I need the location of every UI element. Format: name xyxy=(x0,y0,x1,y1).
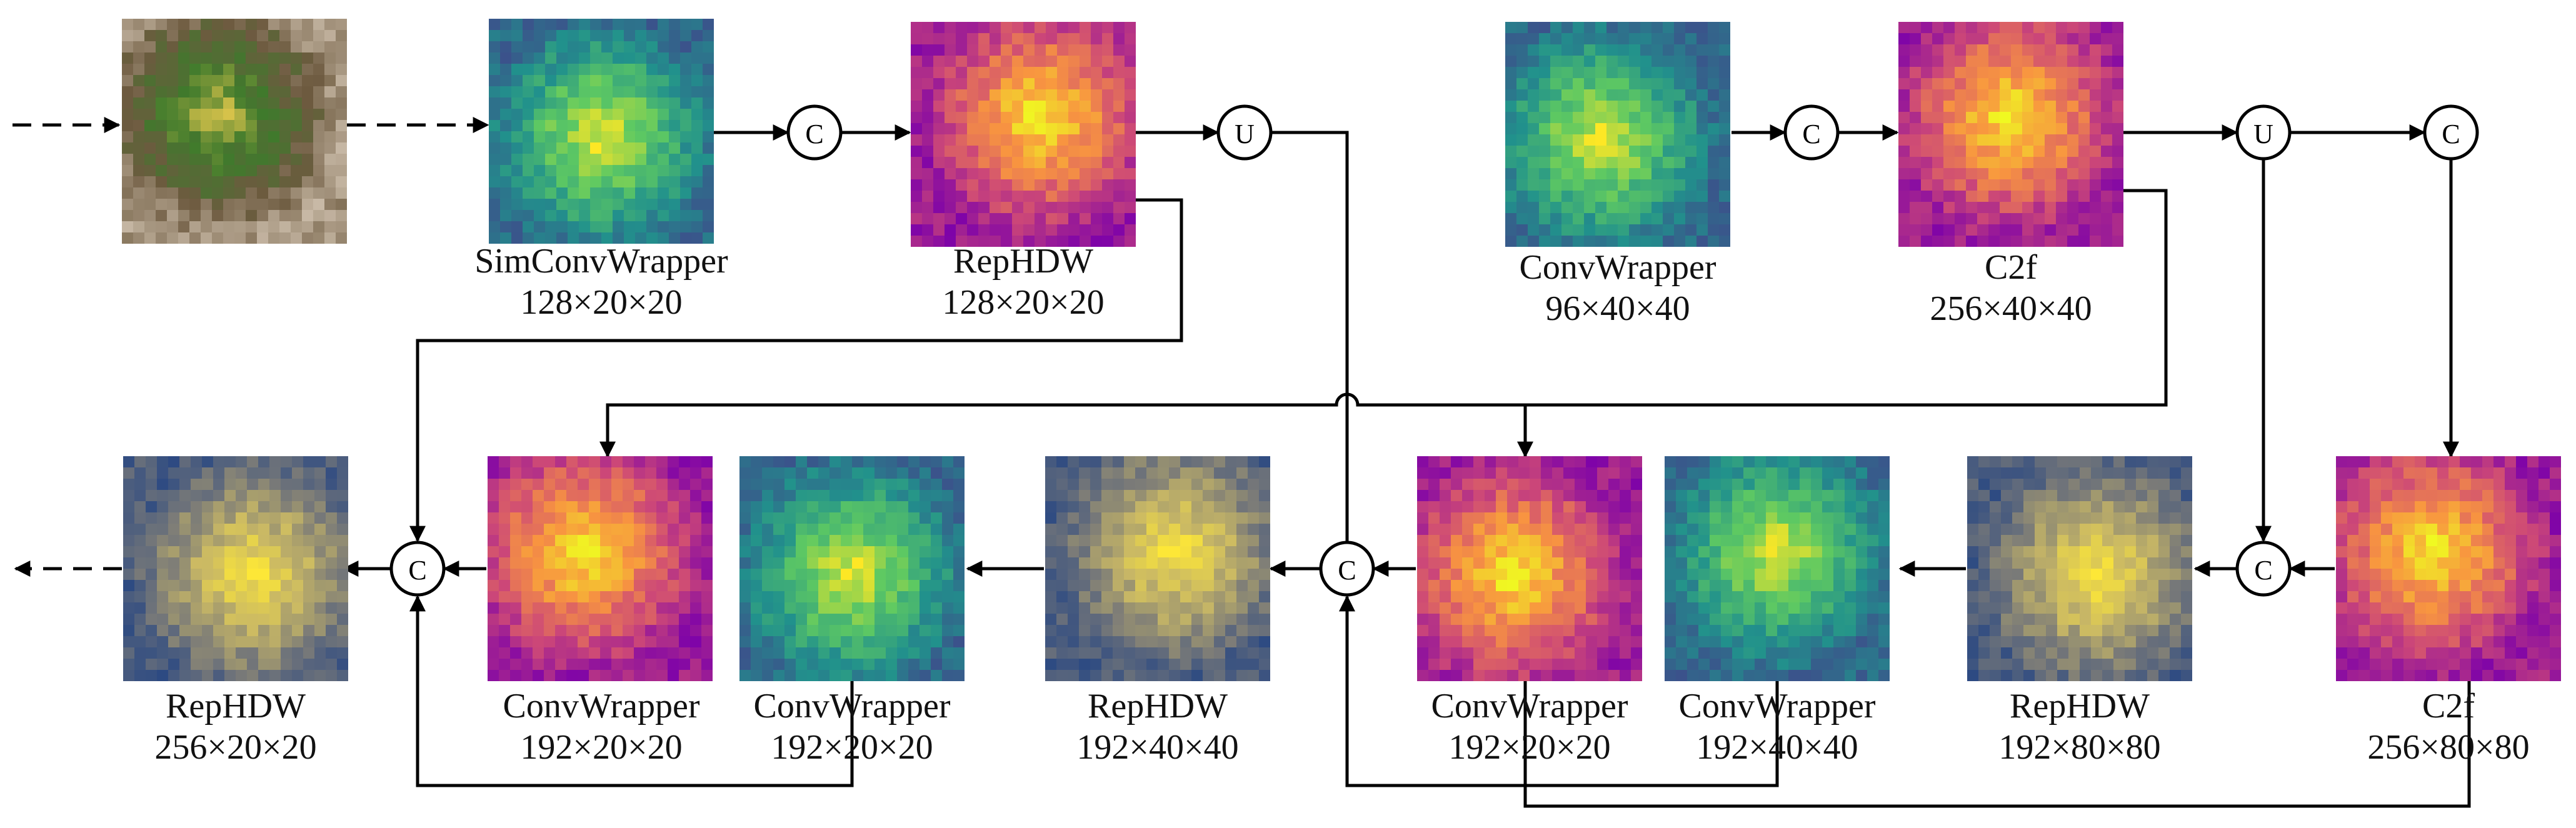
upsample-node-top-2: U xyxy=(2235,104,2292,161)
feature-map-grid xyxy=(1967,456,2192,681)
rephdw-feature-map xyxy=(911,22,1136,247)
svg-text:C: C xyxy=(1802,119,1820,149)
concat-node-top-1: C xyxy=(786,104,843,161)
convwrapper-b1-label: ConvWrapper 192×20×20 xyxy=(503,687,700,767)
rephdw-output-feature-map xyxy=(123,456,348,681)
simconv-feature-map xyxy=(489,19,714,244)
feature-map-grid xyxy=(2336,456,2561,681)
feature-map-grid xyxy=(911,22,1136,247)
rephdw-output-label: RepHDW 256×20×20 xyxy=(154,687,317,767)
input-leaf-image xyxy=(122,19,347,244)
svg-text:C: C xyxy=(408,555,426,586)
simconv-label: SimConvWrapper 128×20×20 xyxy=(474,242,728,322)
convwrapper-b5-label: ConvWrapper 192×40×40 xyxy=(1678,687,1876,767)
concat-node-bottom-3: C xyxy=(2235,541,2292,597)
convwrapper-b5-loop-line xyxy=(1339,595,1779,787)
rephdw-skip-line xyxy=(409,198,1183,542)
feature-map-grid xyxy=(122,19,347,244)
convwrapper-b2-label: ConvWrapper 192×20×20 xyxy=(753,687,951,767)
rephdw-b3-feature-map xyxy=(1045,456,1270,681)
feature-map-grid xyxy=(488,456,713,681)
upsample-to-bottom-concat-line xyxy=(1271,131,1355,589)
upsample-node-top-1: U xyxy=(1216,104,1273,161)
operator-nodes: C U C U C C C C xyxy=(389,104,2479,597)
convwrapper-b4-label: ConvWrapper 192×20×20 xyxy=(1431,687,1628,767)
c2f-bottom-feature-map xyxy=(2336,456,2561,681)
feature-map-grid xyxy=(1665,456,1890,681)
convwrapper-b2-loop-line xyxy=(409,595,854,787)
convwrapper-b5-feature-map xyxy=(1665,456,1890,681)
convwrapper-b4-feature-map xyxy=(1417,456,1642,681)
feature-map-grid xyxy=(123,456,348,681)
rephdw-top-label: RepHDW 128×20×20 xyxy=(942,242,1105,322)
svg-text:C: C xyxy=(805,119,823,149)
c2f-skip-line xyxy=(599,189,2168,458)
convwrapper-b2-feature-map xyxy=(739,456,965,681)
c2f-bottom-loop-line xyxy=(1523,681,2471,808)
feature-map-grid xyxy=(489,19,714,244)
convwrapper-top-label: ConvWrapper 96×40×40 xyxy=(1519,248,1716,328)
svg-text:U: U xyxy=(1235,119,1255,149)
convwrapper-feature-map xyxy=(1505,22,1730,247)
feature-map-grid xyxy=(739,456,965,681)
concat-node-bottom-2: C xyxy=(1319,541,1375,597)
feature-map-grid xyxy=(1505,22,1730,247)
c2f-feature-map xyxy=(1898,22,2123,247)
feature-map-grid xyxy=(1898,22,2123,247)
svg-text:C: C xyxy=(1338,555,1356,586)
rephdw-b6-label: RepHDW 192×80×80 xyxy=(1998,687,2161,767)
concat-node-top-2: C xyxy=(1783,104,1840,161)
feature-map-grid xyxy=(1417,456,1642,681)
concat-node-top-3: C xyxy=(2423,104,2479,161)
c2f-top-label: C2f 256×40×40 xyxy=(1930,248,2092,328)
feature-map-grid xyxy=(1045,456,1270,681)
svg-text:C: C xyxy=(2254,555,2272,586)
convwrapper-b1-feature-map xyxy=(488,456,713,681)
svg-text:U: U xyxy=(2253,119,2273,149)
svg-text:C: C xyxy=(2442,119,2460,149)
c2f-bottom-label: C2f 256×80×80 xyxy=(2367,687,2530,767)
rephdw-b3-label: RepHDW 192×40×40 xyxy=(1076,687,1239,767)
rephdw-b6-feature-map xyxy=(1967,456,2192,681)
concat-node-bottom-1: C xyxy=(389,541,446,597)
